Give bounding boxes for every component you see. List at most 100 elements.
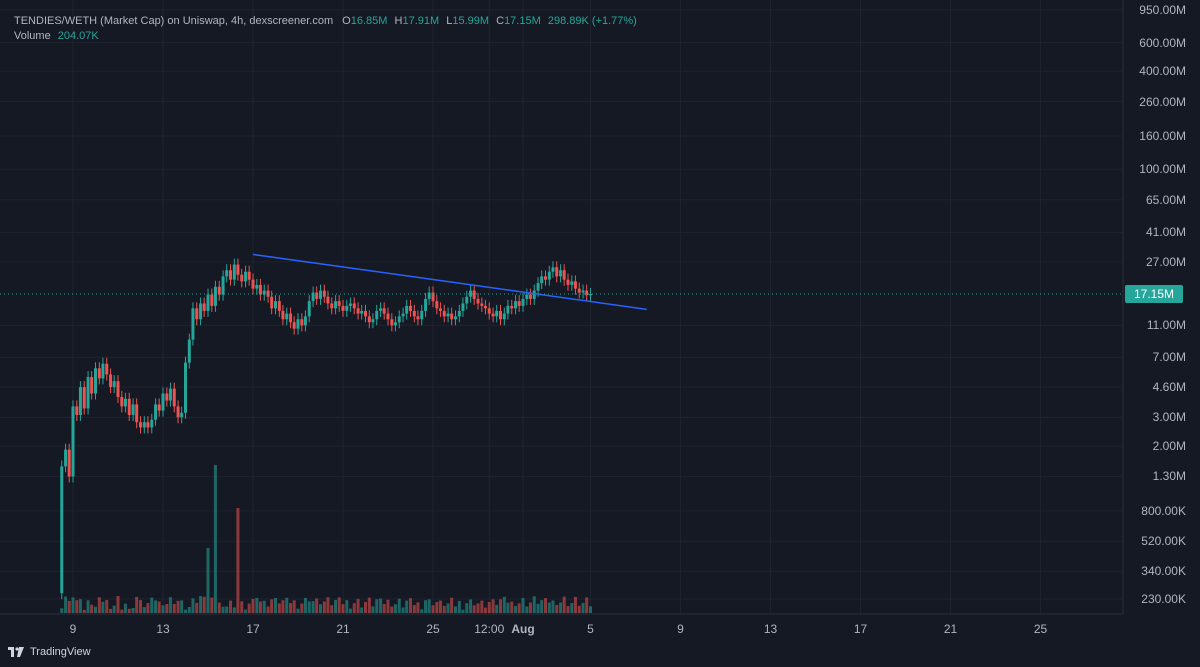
volume-bar xyxy=(352,603,356,613)
time-axis-label: 5 xyxy=(587,622,594,636)
volume-bar xyxy=(60,608,64,613)
volume-bar xyxy=(97,597,101,613)
candle-body xyxy=(165,393,169,401)
price-axis-label: 340.00K xyxy=(1141,564,1186,579)
volume-bar xyxy=(555,604,559,613)
volume-bar xyxy=(176,600,180,613)
candle-body xyxy=(315,292,319,299)
candle-body xyxy=(236,264,240,275)
candle-body xyxy=(514,301,518,309)
last-price-tag: 17.15M xyxy=(1125,284,1183,303)
candle-body xyxy=(60,466,64,594)
volume-bar xyxy=(577,605,581,613)
volume-bar xyxy=(180,600,184,613)
tradingview-logo-icon xyxy=(8,647,24,657)
candle-body xyxy=(101,363,105,379)
volume-bar xyxy=(251,598,255,613)
candle-body xyxy=(274,301,277,309)
volume-bar xyxy=(345,600,349,613)
candle-body xyxy=(319,290,322,299)
close-value: 17.15M xyxy=(504,15,541,27)
volume-bar xyxy=(409,598,412,613)
candle-body xyxy=(109,374,113,388)
candle-body xyxy=(397,316,401,323)
candle-body xyxy=(180,412,184,418)
candle-body xyxy=(337,301,341,306)
volume-bar xyxy=(457,600,461,613)
volume-bar xyxy=(109,608,113,613)
candle-body xyxy=(240,274,244,282)
candle-body xyxy=(116,381,120,397)
time-axis-label: 9 xyxy=(677,622,684,636)
volume-bar xyxy=(397,598,401,613)
candle-body xyxy=(270,296,274,309)
volume-bar xyxy=(161,605,165,613)
volume-bar xyxy=(517,603,521,613)
candle-body xyxy=(371,319,375,323)
volume-bar xyxy=(532,596,536,613)
candle-body xyxy=(161,393,165,411)
volume-bar xyxy=(213,465,217,613)
candle-body xyxy=(94,368,97,394)
candle-body xyxy=(232,264,236,280)
high-label: H xyxy=(394,15,403,27)
candle-body xyxy=(341,305,345,311)
candle-body xyxy=(258,284,262,295)
candle-body xyxy=(454,316,457,320)
candle-body xyxy=(469,290,473,297)
candle-body xyxy=(457,310,461,317)
volume-bar xyxy=(416,602,420,613)
candle-body xyxy=(393,322,397,326)
volume-bar xyxy=(521,598,525,613)
volume-bar xyxy=(217,602,221,613)
candle-body xyxy=(589,293,592,296)
volume-bar xyxy=(540,600,544,613)
volume-bar xyxy=(528,602,532,613)
volume-bar xyxy=(142,607,146,613)
time-axis-label: 17 xyxy=(853,622,868,636)
candle-body xyxy=(420,310,424,320)
change-value: 298.89K (+1.77%) xyxy=(547,15,637,27)
price-axis-label: 800.00K xyxy=(1141,503,1186,518)
volume-bar xyxy=(311,601,315,613)
candle-body xyxy=(547,271,551,280)
volume-bar xyxy=(232,607,236,613)
candle-body xyxy=(251,279,255,289)
candle-body xyxy=(525,294,529,299)
candle-body xyxy=(352,303,356,309)
candle-body xyxy=(262,290,266,295)
candle-body xyxy=(300,319,304,326)
candle-body xyxy=(495,310,499,317)
volume-value: 204.07K xyxy=(57,30,99,42)
volume-bar xyxy=(255,597,259,613)
volume-bar xyxy=(135,596,139,613)
tradingview-footer[interactable]: TradingView xyxy=(8,646,91,658)
candle-body xyxy=(172,388,176,407)
volume-bar xyxy=(120,609,124,613)
candle-body xyxy=(348,303,352,306)
candle-body xyxy=(491,313,495,317)
candle-body xyxy=(360,310,364,314)
candle-body xyxy=(461,303,465,311)
volume-bar xyxy=(334,599,338,613)
volume-bar xyxy=(75,600,79,613)
candle-body xyxy=(416,316,420,320)
low-label: L xyxy=(446,15,453,27)
candle-body xyxy=(487,308,491,314)
volume-bar xyxy=(64,596,68,613)
volume-bar xyxy=(386,599,390,613)
candle-body xyxy=(573,281,577,289)
volume-bar xyxy=(525,606,529,613)
candle-body xyxy=(446,313,450,317)
volume-bar xyxy=(506,602,510,613)
volume-bar xyxy=(289,603,293,613)
volume-bar xyxy=(319,604,322,613)
volume-label: Volume xyxy=(14,30,51,42)
volume-bar xyxy=(244,609,248,613)
price-axis-label: 3.00M xyxy=(1152,410,1186,425)
volume-bar xyxy=(90,604,94,613)
candle-body xyxy=(334,301,338,309)
candle-body xyxy=(450,313,454,320)
volume-bar xyxy=(326,597,330,613)
